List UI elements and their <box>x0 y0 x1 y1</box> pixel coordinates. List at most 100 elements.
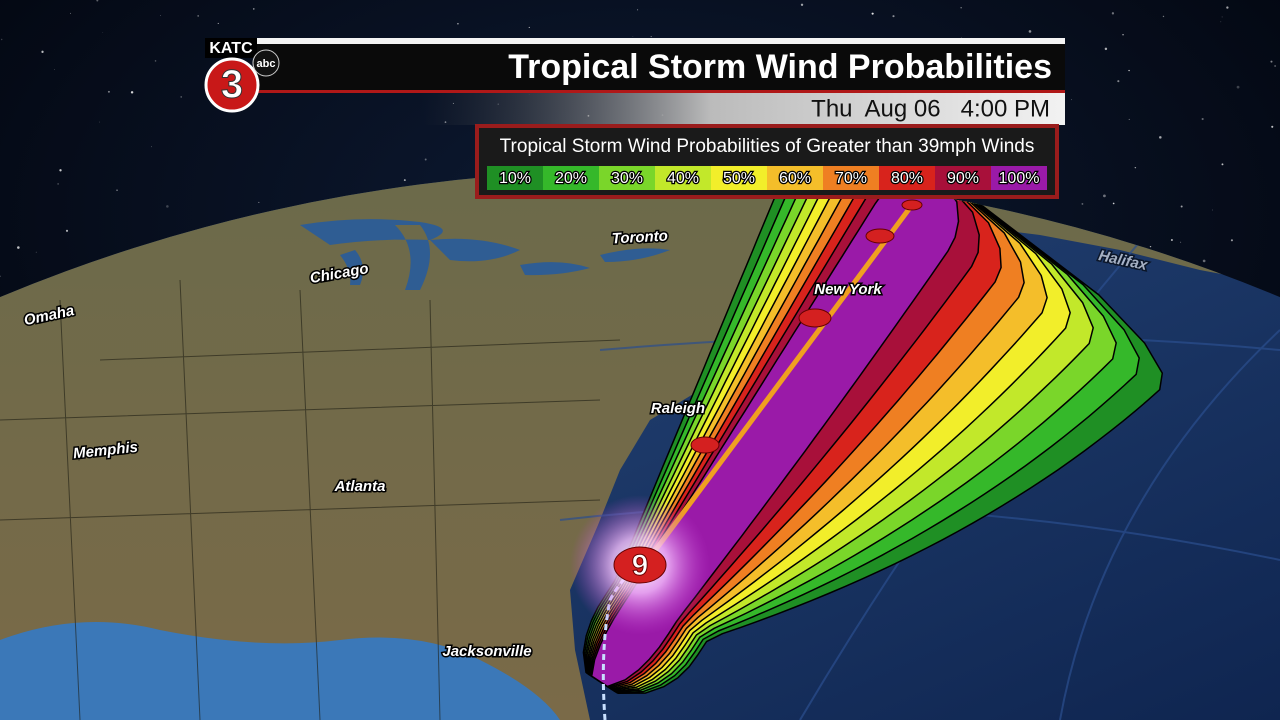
star <box>1270 60 1273 63</box>
star <box>0 275 1 277</box>
logo-channel: 3 <box>221 63 243 107</box>
city-label: Jacksonville <box>442 643 531 660</box>
network-circle <box>252 49 280 77</box>
star <box>1112 202 1115 205</box>
legend-label: 70% <box>835 170 867 187</box>
legend: Tropical Storm Wind Probabilities of Gre… <box>475 124 1059 199</box>
star <box>1274 65 1277 67</box>
gulf <box>0 622 560 720</box>
star <box>1201 117 1204 121</box>
star <box>650 36 652 38</box>
star <box>1170 239 1173 242</box>
star <box>424 158 427 161</box>
star <box>960 7 962 9</box>
star <box>180 96 183 98</box>
legend-label: 50% <box>723 170 755 187</box>
legend-label: 10% <box>499 170 531 187</box>
star <box>35 251 37 253</box>
city-label: Atlanta <box>334 478 386 495</box>
star <box>632 36 634 37</box>
star <box>1221 163 1224 166</box>
star <box>69 12 71 14</box>
star <box>1128 118 1130 121</box>
star <box>1028 30 1032 33</box>
legend-label: 80% <box>891 170 923 187</box>
legend-swatch <box>655 166 711 190</box>
star <box>59 169 62 172</box>
star <box>65 229 69 232</box>
star <box>403 179 406 182</box>
legend-swatch <box>879 166 935 190</box>
header: Tropical Storm Wind Probabilities Thu Au… <box>255 38 1065 125</box>
star <box>1236 85 1240 89</box>
star <box>1104 47 1108 51</box>
legend-label: 30% <box>611 170 643 187</box>
legend-label: 40% <box>667 170 699 187</box>
star <box>1220 21 1222 23</box>
star <box>1071 99 1073 101</box>
legend-swatch <box>543 166 599 190</box>
star <box>96 0 99 2</box>
star <box>1271 125 1274 128</box>
star <box>1159 136 1162 139</box>
legend-label: 20% <box>555 170 587 187</box>
legend-title: Tropical Storm Wind Probabilities of Gre… <box>500 136 1035 157</box>
star <box>57 183 59 185</box>
star <box>1226 6 1229 9</box>
star <box>1162 15 1165 18</box>
logo-circle <box>204 57 260 113</box>
star <box>99 121 100 123</box>
star <box>217 22 219 25</box>
star <box>17 246 20 249</box>
star <box>1081 203 1084 205</box>
star <box>41 50 44 53</box>
datetime: Thu Aug 06 4:00 PM <box>811 95 1050 122</box>
city-label: Raleigh <box>651 400 705 417</box>
star <box>151 146 152 148</box>
star <box>871 12 874 15</box>
legend-label: 100% <box>999 170 1040 187</box>
star <box>1111 12 1115 15</box>
legend-label: 60% <box>779 170 811 187</box>
star <box>1117 80 1120 83</box>
star <box>258 201 260 204</box>
star <box>130 91 134 94</box>
title-accent <box>255 90 1065 93</box>
legend-swatch <box>823 166 879 190</box>
storm-center: 9 <box>632 549 649 582</box>
legend-swatch <box>935 166 991 190</box>
star <box>1202 259 1206 263</box>
state-borders <box>0 279 621 720</box>
star <box>1103 194 1106 198</box>
logo-plate <box>205 38 257 58</box>
star <box>252 8 255 10</box>
star <box>160 15 161 16</box>
star <box>1128 69 1130 72</box>
storm-track <box>645 203 915 562</box>
legend-swatch <box>991 166 1047 190</box>
globe: 9 <box>0 170 1280 720</box>
great-lakes <box>300 219 670 290</box>
star <box>457 23 459 25</box>
star <box>1180 241 1182 243</box>
star <box>53 69 55 71</box>
star <box>1230 239 1233 242</box>
logo-network: abc <box>257 58 276 70</box>
star <box>528 26 530 28</box>
star <box>0 38 3 41</box>
logo-station: KATC <box>209 40 253 57</box>
header-line <box>255 38 1065 44</box>
city-label: Toronto <box>611 228 668 248</box>
star <box>1221 16 1223 18</box>
title: Tropical Storm Wind Probabilities <box>508 48 1052 86</box>
storm-icons <box>613 199 923 584</box>
star <box>197 15 199 17</box>
star <box>102 32 104 33</box>
star <box>1180 205 1183 208</box>
title-bar <box>255 44 1065 92</box>
star <box>637 9 639 11</box>
legend-swatch <box>711 166 767 190</box>
legend-swatch <box>767 166 823 190</box>
star <box>800 3 804 6</box>
star <box>107 90 110 93</box>
